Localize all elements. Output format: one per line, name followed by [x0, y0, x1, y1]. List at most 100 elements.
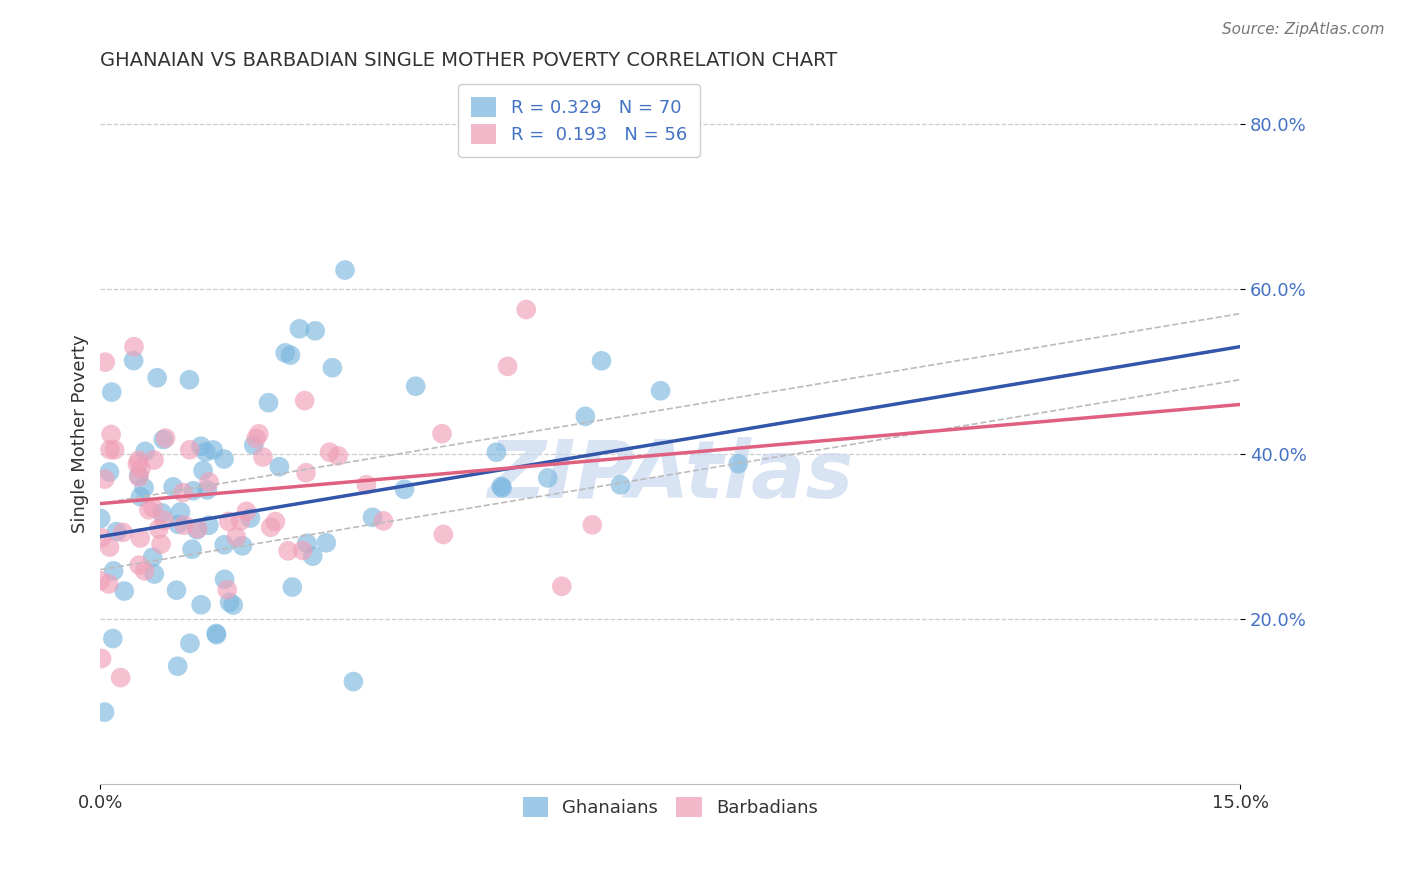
- Point: [173, 518, 195, 533]
- Point: [172, 485, 194, 500]
- Point: [138, 503, 160, 517]
- Point: [166, 583, 188, 598]
- Point: [100, 427, 122, 442]
- Point: [231, 539, 253, 553]
- Point: [98, 540, 121, 554]
- Point: [247, 426, 270, 441]
- Y-axis label: Single Mother Poverty: Single Mother Poverty: [72, 334, 89, 533]
- Point: [727, 457, 749, 471]
- Point: [150, 506, 173, 520]
- Point: [110, 671, 132, 685]
- Point: [194, 445, 217, 459]
- Point: [89, 574, 111, 588]
- Point: [167, 517, 190, 532]
- Point: [146, 370, 169, 384]
- Point: [150, 537, 173, 551]
- Point: [574, 409, 596, 424]
- Point: [328, 449, 350, 463]
- Text: GHANAIAN VS BARBADIAN SINGLE MOTHER POVERTY CORRELATION CHART: GHANAIAN VS BARBADIAN SINGLE MOTHER POVE…: [100, 51, 838, 70]
- Point: [128, 468, 150, 483]
- Point: [94, 355, 117, 369]
- Point: [294, 393, 316, 408]
- Point: [361, 510, 384, 524]
- Point: [90, 511, 112, 525]
- Point: [515, 302, 537, 317]
- Point: [257, 395, 280, 409]
- Point: [291, 543, 314, 558]
- Point: [94, 472, 117, 486]
- Point: [127, 457, 149, 471]
- Point: [245, 431, 267, 445]
- Point: [581, 517, 603, 532]
- Point: [190, 439, 212, 453]
- Point: [304, 324, 326, 338]
- Point: [405, 379, 427, 393]
- Point: [105, 524, 128, 539]
- Point: [128, 470, 150, 484]
- Point: [100, 385, 122, 400]
- Point: [318, 445, 340, 459]
- Point: [301, 549, 323, 563]
- Point: [609, 478, 631, 492]
- Point: [190, 598, 212, 612]
- Point: [342, 674, 364, 689]
- Point: [122, 340, 145, 354]
- Point: [122, 353, 145, 368]
- Point: [264, 515, 287, 529]
- Point: [128, 453, 150, 467]
- Point: [129, 461, 152, 475]
- Point: [295, 536, 318, 550]
- Point: [142, 500, 165, 515]
- Point: [277, 544, 299, 558]
- Point: [103, 442, 125, 457]
- Point: [202, 442, 225, 457]
- Point: [112, 584, 135, 599]
- Point: [179, 636, 201, 650]
- Text: ZIPAtlas: ZIPAtlas: [486, 436, 853, 515]
- Point: [111, 525, 134, 540]
- Point: [153, 513, 176, 527]
- Point: [98, 442, 121, 457]
- Point: [218, 515, 240, 529]
- Point: [242, 438, 264, 452]
- Point: [148, 522, 170, 536]
- Point: [195, 483, 218, 497]
- Point: [198, 518, 221, 533]
- Point: [205, 628, 228, 642]
- Point: [280, 348, 302, 362]
- Point: [212, 452, 235, 467]
- Point: [356, 477, 378, 491]
- Point: [217, 582, 239, 597]
- Point: [394, 483, 416, 497]
- Point: [315, 535, 337, 549]
- Point: [274, 346, 297, 360]
- Point: [222, 598, 245, 612]
- Point: [214, 572, 236, 586]
- Point: [143, 453, 166, 467]
- Point: [97, 577, 120, 591]
- Point: [281, 580, 304, 594]
- Point: [491, 481, 513, 495]
- Point: [142, 550, 165, 565]
- Point: [187, 522, 209, 536]
- Point: [181, 542, 204, 557]
- Point: [229, 514, 252, 528]
- Point: [252, 450, 274, 464]
- Point: [551, 579, 574, 593]
- Point: [90, 651, 112, 665]
- Point: [218, 595, 240, 609]
- Point: [212, 538, 235, 552]
- Point: [235, 504, 257, 518]
- Point: [129, 531, 152, 545]
- Point: [485, 445, 508, 459]
- Point: [93, 705, 115, 719]
- Point: [537, 471, 560, 485]
- Point: [260, 520, 283, 534]
- Point: [491, 479, 513, 493]
- Point: [152, 433, 174, 447]
- Point: [430, 426, 453, 441]
- Point: [179, 373, 201, 387]
- Point: [225, 530, 247, 544]
- Point: [162, 480, 184, 494]
- Point: [98, 465, 121, 479]
